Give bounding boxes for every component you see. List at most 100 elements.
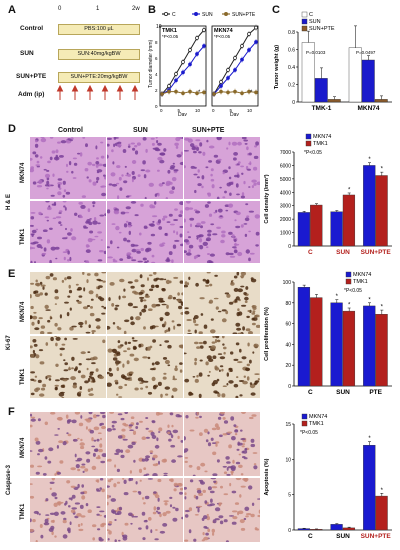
y-axis-title: Cell density (/mm²) [263, 174, 270, 223]
bar [342, 310, 356, 387]
x-tick-label: 5 [178, 108, 181, 113]
data-point [181, 91, 185, 96]
legend-label: TMK1 [313, 141, 328, 147]
bar [310, 204, 323, 247]
bar [342, 527, 356, 531]
x-tick-label: 10 [247, 108, 253, 113]
y-tick-label: 40 [285, 342, 291, 348]
histology-image [30, 272, 106, 334]
legend-marker [194, 12, 199, 17]
significance-star: * [368, 157, 371, 163]
x-axis-title: Day [178, 112, 187, 116]
bar [330, 302, 343, 387]
y-tick-label: 3000 [280, 204, 291, 210]
histology-image [184, 137, 260, 199]
legend-swatch [345, 278, 352, 285]
data-point [174, 78, 178, 83]
legend-swatch [301, 18, 308, 25]
injection-arrowhead [116, 85, 124, 92]
p-value: P=0.0497 [356, 50, 376, 55]
y-tick-label: 4000 [280, 190, 291, 196]
x-tick-label: C [308, 533, 313, 540]
y-tick-label: 4 [155, 72, 158, 77]
bar [348, 47, 362, 103]
bar [363, 165, 376, 247]
timeline-mid: 1 [96, 6, 100, 12]
data-point [233, 89, 237, 94]
injection-arrowhead [56, 85, 64, 92]
legend-marker [163, 12, 168, 17]
histology-image [184, 478, 260, 542]
significance-note: *P<0.05 [214, 34, 231, 39]
significance-note: *P<0.05 [162, 34, 179, 39]
bar [297, 528, 311, 531]
data-point [181, 70, 185, 75]
x-tick-label: 10 [195, 108, 201, 113]
data-point [233, 56, 237, 60]
legend-swatch [301, 11, 308, 18]
legend-label: SUN+PTE [309, 26, 335, 32]
legend-label: SUN [309, 19, 321, 25]
y-tick-label: 8 [155, 40, 158, 45]
y-tick-label: 5 [288, 493, 291, 499]
bar [342, 194, 356, 247]
plot-frame [211, 25, 259, 107]
histology-image [30, 412, 106, 476]
regimen-box-sun-pte: SUN+PTE:20mg/kgBW [58, 72, 140, 83]
stain-label-caspase3: Caspase-3 [6, 464, 12, 495]
histology-image [30, 478, 106, 542]
chart-title: TMK1 [162, 28, 177, 34]
bar [375, 495, 388, 531]
y-tick-label: 6 [155, 56, 158, 61]
legend-swatch [305, 133, 312, 140]
data-point [188, 48, 192, 52]
y-tick-label: 1000 [280, 231, 291, 237]
timeline-start: 0 [58, 6, 62, 12]
col-header-sun-pte: SUN+PTE [192, 127, 225, 134]
legend-swatch [301, 420, 308, 427]
injection-arrows [56, 85, 139, 100]
significance-note: *P<0.05 [344, 288, 362, 294]
data-point [181, 60, 185, 64]
histology-image [107, 336, 183, 398]
cell-density-chart: 0 1000 2000 3000 4000 5000 6000 7000 Cell densit… [263, 133, 392, 256]
group-label-sun: SUN [20, 50, 34, 57]
histology-image [184, 272, 260, 334]
regimen-box-control: PBS:100 μL [58, 24, 140, 35]
y-tick-label: 0 [155, 104, 158, 109]
y-axis-title: Tumor weight (g) [274, 45, 280, 89]
apoptosis-chart: 0 5 10 15 Apoptosis (%) C SUN * * SUN+PTE MKN74TMK… [264, 413, 392, 540]
data-point [226, 76, 230, 80]
significance-star: * [250, 90, 253, 96]
bar [297, 287, 311, 387]
y-tick-label: 100 [283, 280, 292, 286]
significance-note: *P<0.05 [304, 150, 322, 156]
x-tick-label: 5 [230, 108, 233, 113]
bar [297, 212, 311, 247]
data-point [240, 91, 244, 96]
x-axis-title: Day [230, 112, 239, 116]
legend-label: TMK1 [353, 279, 368, 285]
panel-label-d: D [8, 123, 16, 135]
panel-label-a: A [8, 4, 16, 16]
legend-swatch [301, 25, 308, 32]
legend-swatch [305, 140, 312, 147]
significance-star: * [336, 294, 339, 300]
bar [374, 99, 388, 103]
legend-label: MKN74 [353, 272, 371, 278]
y-tick-label: 7000 [280, 150, 291, 156]
legend-label: MKN74 [313, 134, 331, 140]
y-tick-label: 0.6 [288, 48, 295, 54]
group-label-control: Control [20, 25, 44, 32]
plot-frame [159, 25, 207, 107]
data-point [160, 92, 164, 96]
data-point [202, 90, 206, 95]
y-tick-label: 0 [288, 244, 291, 250]
bar [310, 297, 323, 387]
injection-arrowhead [131, 85, 139, 92]
data-point [219, 84, 223, 88]
data-point [188, 62, 192, 67]
histology-image [184, 412, 260, 476]
bar [375, 175, 388, 247]
cell-proliferation-chart: 0 20 40 60 80 100 Cell proliferation (%) C * * SUN… [264, 271, 392, 396]
